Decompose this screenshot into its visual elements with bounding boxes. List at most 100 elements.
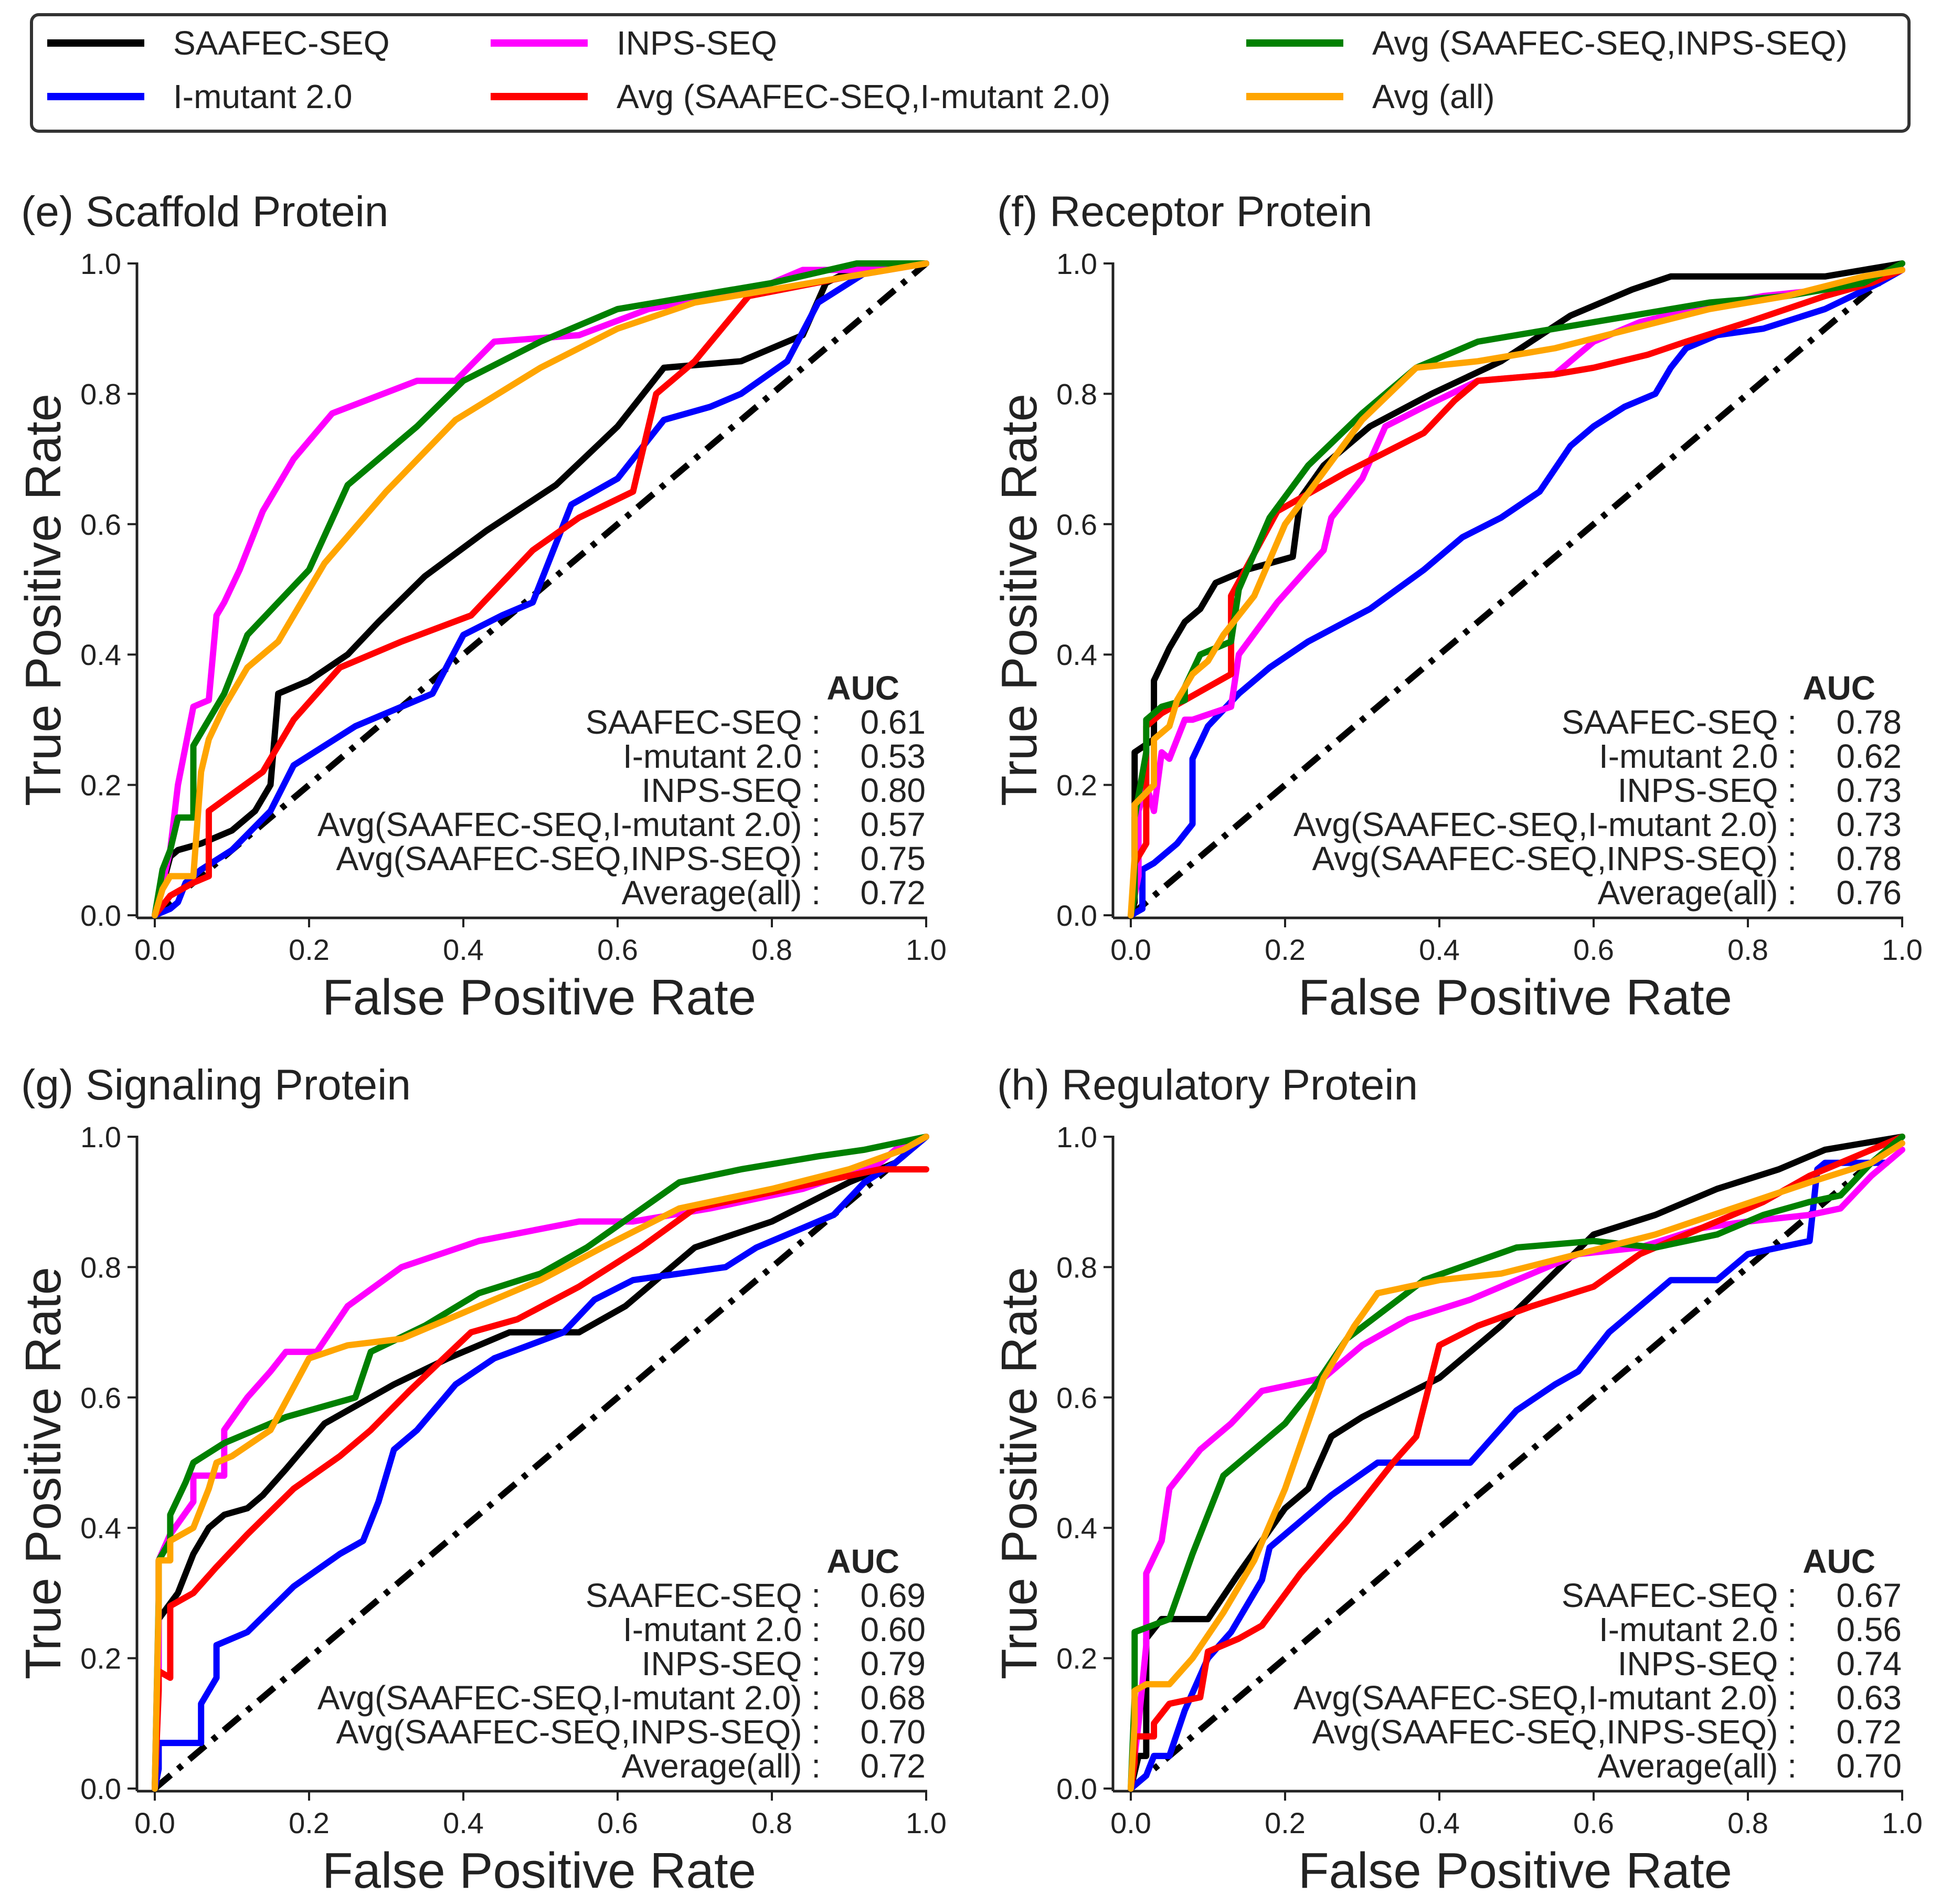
auc-value: 0.78 [1836,703,1902,741]
auc-label: I-mutant 2.0 : [1599,1611,1797,1648]
chance-diagonal [153,1134,928,1791]
x-tick-label: 0.0 [1110,933,1151,966]
auc-value: 0.61 [860,703,926,741]
x-tick-label: 0.2 [1265,1806,1306,1839]
auc-label: INPS-SEQ : [642,771,821,809]
auc-label: SAAFEC-SEQ : [586,1577,821,1614]
y-tick-label: 0.0 [80,899,121,932]
auc-label: Avg(SAAFEC-SEQ,I-mutant 2.0) : [317,1679,821,1717]
auc-label: SAAFEC-SEQ : [1562,1577,1797,1614]
roc-line-avg-all [1128,1140,1905,1792]
y-tick-label: 1.0 [80,1120,121,1154]
auc-label: Avg(SAAFEC-SEQ,I-mutant 2.0) : [317,806,821,843]
roc-line-avg-saafec-seq-i-mutant-2-0 [152,1166,929,1792]
panel-4: (h) Regulatory Protein 0.0 0.0 0.2 0.2 0.4 0.4… [991,1061,1923,1899]
y-tick-label: 0.2 [80,1642,121,1675]
legend-label: Avg (SAAFEC-SEQ,INPS-SEQ) [1372,24,1848,62]
x-axis-label: False Positive Rate [1298,969,1732,1025]
auc-label: INPS-SEQ : [1618,771,1797,809]
y-tick-label: 0.2 [80,769,121,802]
y-tick-label: 1.0 [1056,1120,1097,1154]
y-axis-label: True Positive Rate [15,394,71,806]
auc-header: AUC [826,1542,899,1580]
y-tick-label: 0.6 [1056,508,1097,541]
auc-header: AUC [1802,669,1875,707]
auc-value: 0.73 [1836,806,1902,843]
roc-line-saafec-seq [1128,260,1905,918]
x-tick-label: 0.4 [1419,1806,1460,1839]
auc-label: Avg(SAAFEC-SEQ,INPS-SEQ) : [336,840,821,877]
y-tick-label: 0.4 [80,1511,121,1545]
x-axis-label: False Positive Rate [1298,1843,1732,1899]
auc-value: 0.72 [1836,1713,1902,1751]
x-tick-label: 0.6 [597,1806,638,1839]
roc-line-i-mutant-2-0 [1128,267,1905,918]
auc-value: 0.80 [860,771,926,809]
auc-value: 0.78 [1836,840,1902,877]
auc-label: Average(all) : [622,874,821,912]
auc-value: 0.56 [1836,1611,1902,1648]
auc-header: AUC [826,669,899,707]
y-tick-label: 1.0 [1056,247,1097,280]
auc-value: 0.57 [860,806,926,843]
x-tick-label: 0.0 [134,1806,175,1839]
legend-label: INPS-SEQ [617,24,777,62]
auc-label: SAAFEC-SEQ : [1562,703,1797,741]
auc-label: I-mutant 2.0 : [623,737,821,775]
y-tick-label: 0.4 [1056,638,1097,671]
auc-value: 0.75 [860,840,926,877]
x-axis-label: False Positive Rate [322,1843,756,1899]
auc-value: 0.60 [860,1611,926,1648]
panel-title: (h) Regulatory Protein [997,1061,1418,1109]
x-tick-label: 1.0 [1882,1806,1923,1839]
legend: SAAFEC-SEQ I-mutant 2.0 INPS-SEQ Avg (SAAFE… [30,13,1911,133]
auc-value: 0.68 [860,1679,926,1717]
auc-value: 0.70 [1836,1747,1902,1785]
y-tick-label: 0.4 [1056,1511,1097,1545]
y-tick-label: 0.8 [1056,1251,1097,1284]
auc-value: 0.76 [1836,874,1902,912]
roc-line-avg-all [152,260,929,918]
roc-line-avg-all [1128,267,1905,918]
roc-line-avg-saafec-seq-inps-seq [1128,260,1905,918]
panel-3: (g) Signaling Protein 0.0 0.0 0.2 0.2 0.4 0.4 0… [15,1061,947,1899]
auc-value: 0.67 [1836,1577,1902,1614]
auc-value: 0.79 [860,1645,926,1683]
auc-value: 0.62 [1836,737,1902,775]
auc-value: 0.70 [860,1713,926,1751]
roc-line-avg-all [152,1134,929,1792]
x-tick-label: 0.2 [289,933,330,966]
auc-label: Average(all) : [1598,1747,1797,1785]
chance-diagonal [1129,261,1904,918]
auc-value: 0.63 [1836,1679,1902,1717]
roc-line-avg-saafec-seq-i-mutant-2-0 [1128,1134,1905,1792]
x-tick-label: 0.0 [134,933,175,966]
roc-line-avg-saafec-seq-i-mutant-2-0 [152,260,929,918]
auc-label: INPS-SEQ : [1618,1645,1797,1683]
roc-line-inps-seq [1128,267,1905,918]
roc-line-i-mutant-2-0 [152,1134,929,1792]
auc-label: I-mutant 2.0 : [623,1611,821,1648]
auc-label: Average(all) : [1598,874,1797,912]
y-axis-label: True Positive Rate [991,1267,1047,1679]
panel-2: (f) Receptor Protein 0.0 0.0 0.2 0.2 0.4 0.4 0.… [991,188,1923,1025]
x-tick-label: 0.4 [1419,933,1460,966]
y-tick-label: 0.6 [80,508,121,541]
roc-line-inps-seq [1128,1146,1905,1792]
auc-label: Avg(SAAFEC-SEQ,I-mutant 2.0) : [1293,1679,1797,1717]
y-tick-label: 0.4 [80,638,121,671]
roc-line-i-mutant-2-0 [152,260,929,918]
y-tick-label: 0.8 [1056,377,1097,410]
x-tick-label: 1.0 [906,933,947,966]
panel-title: (e) Scaffold Protein [21,188,388,236]
auc-value: 0.74 [1836,1645,1902,1683]
roc-line-inps-seq [152,1134,929,1792]
y-tick-label: 0.6 [1056,1381,1097,1414]
x-tick-label: 1.0 [1882,933,1923,966]
auc-label: Average(all) : [622,1747,821,1785]
x-tick-label: 0.2 [1265,933,1306,966]
legend-label: SAAFEC-SEQ [173,24,390,62]
y-tick-label: 0.8 [80,377,121,410]
roc-line-saafec-seq [152,1134,929,1792]
